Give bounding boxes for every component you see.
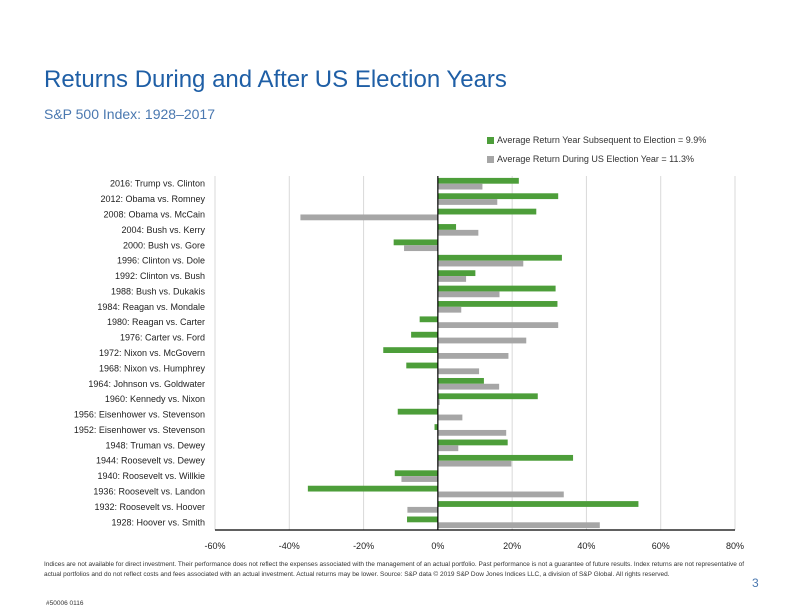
- category-label: 1960: Kennedy vs. Nixon: [105, 394, 205, 404]
- bar-subsequent: [383, 347, 438, 353]
- category-label: 1980: Reagan vs. Carter: [107, 317, 205, 327]
- category-label: 2000: Bush vs. Gore: [123, 240, 205, 250]
- bar-during: [437, 229, 479, 236]
- bar-during: [437, 383, 500, 390]
- legend-item-subsequent: Average Return Year Subsequent to Electi…: [487, 135, 706, 145]
- bar-subsequent: [437, 270, 476, 277]
- category-label: 2004: Bush vs. Kerry: [121, 225, 205, 235]
- bar-subsequent: [397, 408, 438, 415]
- page-number: 3: [752, 576, 759, 590]
- category-label: 1940: Roosevelt vs. Willkie: [97, 471, 205, 481]
- slide-title: Returns During and After US Election Yea…: [44, 66, 507, 93]
- bar-subsequent: [394, 470, 438, 477]
- x-tick-label: -60%: [204, 541, 225, 551]
- bar-subsequent: [437, 501, 639, 507]
- category-label: 1984: Reagan vs. Mondale: [97, 302, 205, 312]
- bar-subsequent: [437, 377, 484, 384]
- footnote: Indices are not available for direct inv…: [44, 561, 745, 578]
- bar-subsequent: [437, 439, 508, 446]
- bar-during: [437, 199, 498, 205]
- bar-subsequent: [393, 239, 438, 246]
- x-tick-label: -20%: [353, 541, 374, 551]
- bar-during: [437, 276, 467, 282]
- x-tick-label: 20%: [503, 541, 521, 551]
- bar-during: [401, 476, 438, 482]
- category-label: 1956: Eisenhower vs. Stevenson: [74, 410, 205, 420]
- x-tick-label: 80%: [726, 541, 744, 551]
- bar-subsequent: [437, 254, 562, 261]
- bar-during: [437, 491, 564, 498]
- legend-label-during: Average Return During US Election Year =…: [497, 154, 695, 164]
- bar-during: [437, 445, 459, 452]
- bar-during: [437, 260, 524, 267]
- category-label: 1964: Johnson vs. Goldwater: [88, 379, 205, 389]
- document-code: #50006 0116: [46, 600, 84, 607]
- bar-subsequent: [411, 331, 438, 338]
- category-label: 1992: Clinton vs. Bush: [115, 271, 205, 281]
- slide-subtitle: S&P 500 Index: 1928–2017: [44, 106, 216, 122]
- category-label: 1936: Roosevelt vs. Landon: [93, 487, 205, 497]
- x-tick-label: 40%: [577, 541, 595, 551]
- bar-during: [437, 414, 463, 421]
- bar-subsequent: [437, 301, 558, 307]
- category-label: 1968: Nixon vs. Humphrey: [99, 363, 206, 373]
- category-label: 1932: Roosevelt vs. Hoover: [94, 502, 205, 512]
- bar-during: [404, 245, 438, 252]
- legend-swatch-during: [487, 156, 494, 163]
- legend-item-during: Average Return During US Election Year =…: [487, 154, 694, 164]
- bar-during: [437, 353, 509, 359]
- bar-during: [437, 368, 480, 375]
- bar-during: [300, 214, 438, 221]
- bar-subsequent: [434, 424, 438, 430]
- category-label: 1988: Bush vs. Dukakis: [111, 286, 206, 296]
- bar-during: [437, 322, 559, 329]
- bar-during: [437, 291, 500, 298]
- bar-during: [437, 460, 512, 467]
- category-label: 1976: Carter vs. Ford: [120, 333, 205, 343]
- category-label: 1972: Nixon vs. McGovern: [99, 348, 205, 358]
- category-label: 2008: Obama vs. McCain: [103, 209, 205, 219]
- bar-subsequent: [437, 393, 538, 400]
- bar-during: [437, 522, 600, 529]
- bar-subsequent: [437, 454, 574, 461]
- x-tick-label: -40%: [279, 541, 300, 551]
- category-label: 1928: Hoover vs. Smith: [111, 517, 205, 527]
- x-tick-label: 60%: [652, 541, 670, 551]
- bar-subsequent: [419, 316, 438, 323]
- x-tick-label: 0%: [431, 541, 444, 551]
- bar-during: [437, 183, 483, 190]
- bar-subsequent: [437, 177, 519, 184]
- bar-during: [437, 337, 527, 344]
- legend-label-subsequent: Average Return Year Subsequent to Electi…: [497, 135, 707, 145]
- category-label: 1996: Clinton vs. Dole: [117, 256, 205, 266]
- category-label: 1948: Truman vs. Dewey: [105, 440, 205, 450]
- bar-during: [407, 506, 438, 513]
- category-label: 2016: Trump vs. Clinton: [110, 179, 205, 189]
- bar-subsequent: [437, 208, 537, 215]
- bar-subsequent: [437, 285, 556, 292]
- bar-subsequent: [406, 362, 438, 369]
- bar-during: [437, 306, 462, 313]
- legend-swatch-subsequent: [487, 137, 494, 144]
- category-label: 1944: Roosevelt vs. Dewey: [96, 456, 206, 466]
- bar-subsequent: [407, 516, 438, 523]
- bar-subsequent: [307, 485, 438, 492]
- bar-during: [437, 399, 440, 405]
- bar-subsequent: [437, 193, 559, 200]
- bar-during: [437, 429, 507, 436]
- bar-subsequent: [437, 224, 457, 230]
- category-label: 1952: Eisenhower vs. Stevenson: [74, 425, 205, 435]
- category-label: 2012: Obama vs. Romney: [100, 194, 205, 204]
